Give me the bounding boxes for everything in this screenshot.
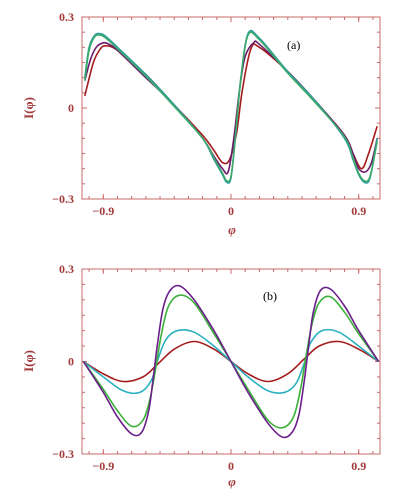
x-tick-label: 0.9 (351, 459, 366, 473)
x-tick-label: −0.9 (92, 459, 114, 473)
series-group (84, 29, 378, 184)
series-line (84, 40, 378, 175)
panel-b: −0.9 0 0.9 −0.3 0 0.3 (b) I(φ) φ (21, 262, 381, 489)
series-group (82, 284, 380, 439)
x-axis-label: φ (228, 222, 236, 237)
x-tick-label: 0 (228, 204, 234, 218)
tick-marks: −0.9 0 0.9 −0.3 0 0.3 (52, 10, 380, 218)
y-tick-label: −0.3 (52, 447, 74, 461)
y-tick-label: 0.3 (59, 262, 74, 276)
y-tick-label: −0.3 (52, 192, 74, 206)
panel-label: (b) (263, 289, 277, 303)
tick-marks: −0.9 0 0.9 −0.3 0 0.3 (52, 262, 380, 473)
panel-label: (a) (287, 38, 300, 52)
y-axis-label: I(φ) (21, 350, 36, 372)
y-tick-label: 0.3 (59, 10, 74, 24)
panel-a: −0.9 0 0.9 −0.3 0 0.3 (a) I(φ) φ (21, 10, 381, 237)
series-line (82, 284, 380, 439)
x-axis-label: φ (228, 474, 236, 489)
series-line (84, 31, 378, 183)
series-line (84, 43, 378, 170)
y-tick-label: 0 (68, 355, 74, 369)
x-tick-label: 0.9 (351, 204, 366, 218)
x-tick-label: −0.9 (92, 204, 114, 218)
x-tick-label: 0 (228, 459, 234, 473)
y-tick-label: 0 (68, 101, 74, 115)
y-axis-label: I(φ) (21, 97, 36, 119)
